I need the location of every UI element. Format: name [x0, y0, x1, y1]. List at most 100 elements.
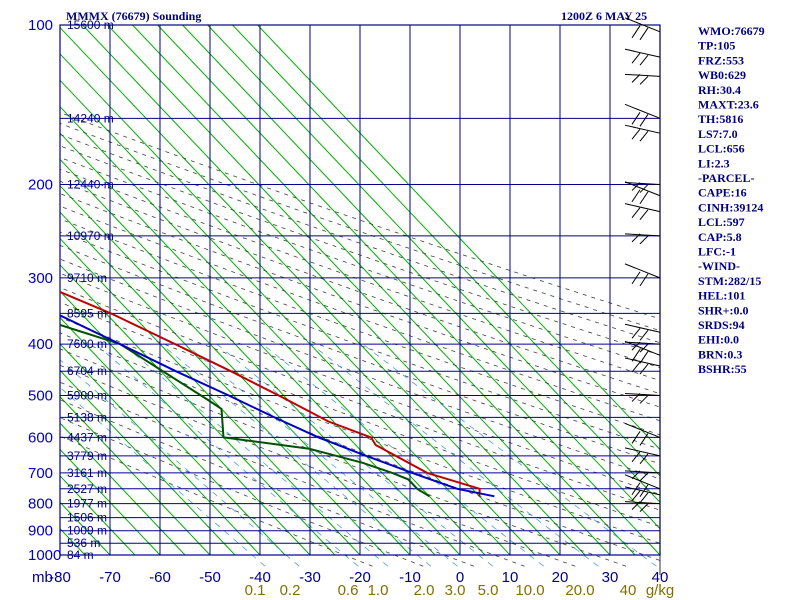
wind-barb	[624, 17, 661, 41]
sounding-stat: MAXT:23.6	[698, 98, 759, 112]
sounding-stat: LCL:597	[698, 215, 745, 229]
wind-barb	[624, 233, 661, 245]
parcel-profile	[60, 314, 495, 498]
isotherm-line	[60, 26, 561, 556]
wind-barb	[624, 263, 661, 287]
height-label: 3779 m	[67, 449, 107, 463]
x-tick-label: 40	[652, 569, 669, 586]
sounding-stat: RH:30.4	[698, 83, 741, 97]
sounding-stat: LS7:7.0	[698, 127, 738, 141]
dry-adiabat-line	[60, 134, 660, 344]
x-tick-label: -50	[199, 569, 221, 586]
height-label: 2527 m	[67, 482, 107, 496]
dry-adiabat-line	[60, 168, 660, 381]
isotherm-line	[182, 25, 660, 530]
pressure-tick-label: 600	[28, 429, 53, 446]
isotherm-line	[60, 158, 436, 556]
isotherm-line	[107, 25, 611, 556]
height-label: 10970 m	[67, 229, 114, 243]
mixing-ratio-line	[262, 343, 544, 567]
y-axis-label: mb	[32, 569, 53, 586]
isotherm-line	[132, 25, 636, 556]
x-tick-label: 10	[502, 569, 519, 586]
mixing-ratio-label: 20.0	[565, 582, 594, 599]
mixing-ratio-label: 1.0	[368, 582, 389, 599]
mixing-ratio-line	[60, 386, 266, 567]
isotherm-line	[60, 79, 511, 556]
sounding-stat: TH:5816	[698, 112, 743, 126]
sounding-stat: TP:105	[698, 39, 735, 53]
sounding-stat: CAPE:16	[698, 186, 747, 200]
mixing-ratio-line	[95, 343, 359, 567]
isotherm-line	[157, 25, 660, 556]
x-tick-label: -80	[49, 569, 71, 586]
sounding-stat: EHI:0.0	[698, 333, 739, 347]
height-label: 536 m	[67, 536, 100, 550]
sounding-stat: STM:282/15	[698, 274, 761, 288]
isotherm-line	[60, 211, 386, 556]
sounding-stat: SRDS:94	[698, 318, 745, 332]
sounding-stat: SHR+:0.0	[698, 303, 749, 317]
chart-title: MMMX (76679) Sounding	[66, 9, 201, 23]
height-label: 5900 m	[67, 388, 107, 402]
height-label: 6704 m	[67, 364, 107, 378]
dry-adiabat-line	[60, 364, 576, 567]
wind-barb	[624, 340, 661, 364]
dry-adiabat-line	[60, 205, 660, 422]
height-label: 4437 m	[67, 430, 107, 444]
sounding-stat: WB0:629	[698, 68, 746, 82]
wind-barb	[624, 447, 661, 465]
pressure-tick-label: 1000	[28, 547, 61, 564]
x-tick-label: -60	[149, 569, 171, 586]
mixing-ratio-line	[60, 359, 300, 567]
pressure-tick-label: 300	[28, 270, 53, 287]
isotherm-line	[60, 369, 236, 556]
wind-barb	[624, 124, 661, 142]
isotherm-line	[0, 25, 10, 555]
sounding-stat: CAP:5.8	[698, 230, 742, 244]
mixing-ratio-line	[122, 343, 389, 567]
height-label: 12440 m	[67, 178, 114, 192]
height-label: 7600 m	[67, 337, 107, 351]
x-tick-label: -20	[349, 569, 371, 586]
height-label: 84 m	[67, 548, 94, 562]
sounding-stat: WMO:76679	[698, 24, 765, 38]
height-label: 8595 m	[67, 306, 107, 320]
wind-barb	[624, 470, 661, 482]
dewpoint-profile	[60, 323, 430, 498]
wind-barb	[624, 103, 661, 127]
isotherm-line	[60, 237, 361, 556]
isotherm-line	[232, 25, 660, 477]
isotherm-line	[60, 264, 336, 556]
x-tick-label: -40	[249, 569, 271, 586]
mixing-ratio-label: 5.0	[478, 582, 499, 599]
isotherm-line	[60, 53, 536, 556]
isotherm-line	[60, 105, 486, 556]
mixing-ratio-label: 0.1	[245, 582, 266, 599]
mixing-ratio-line	[184, 343, 458, 567]
mixing-ratio-line	[362, 343, 657, 567]
dry-adiabat-line	[60, 112, 660, 320]
height-label: 1506 m	[67, 511, 107, 525]
sounding-stat: BSHR:55	[698, 362, 747, 376]
dry-adiabat-line	[60, 180, 660, 395]
dry-adiabat-line	[60, 123, 660, 332]
wind-barb	[624, 422, 661, 446]
wind-barb	[624, 486, 661, 504]
wind-barb	[624, 323, 661, 341]
dry-adiabat-line	[60, 145, 660, 356]
wind-barb	[624, 48, 661, 66]
wind-barb	[624, 73, 661, 85]
height-label: 3161 m	[67, 466, 107, 480]
pressure-tick-label: 400	[28, 336, 53, 353]
height-label: 15600 m	[67, 18, 114, 32]
sounding-stat: FRZ:553	[698, 53, 744, 67]
x-tick-label: 30	[602, 569, 619, 586]
dry-adiabat-line	[60, 435, 373, 567]
sounding-stat: LI:2.3	[698, 156, 730, 170]
isotherm-line	[82, 25, 586, 556]
wind-barb	[624, 392, 661, 404]
height-label: 9710 m	[67, 271, 107, 285]
mixing-ratio-line	[160, 343, 432, 567]
mixing-ratio-label: 3.0	[445, 582, 466, 599]
